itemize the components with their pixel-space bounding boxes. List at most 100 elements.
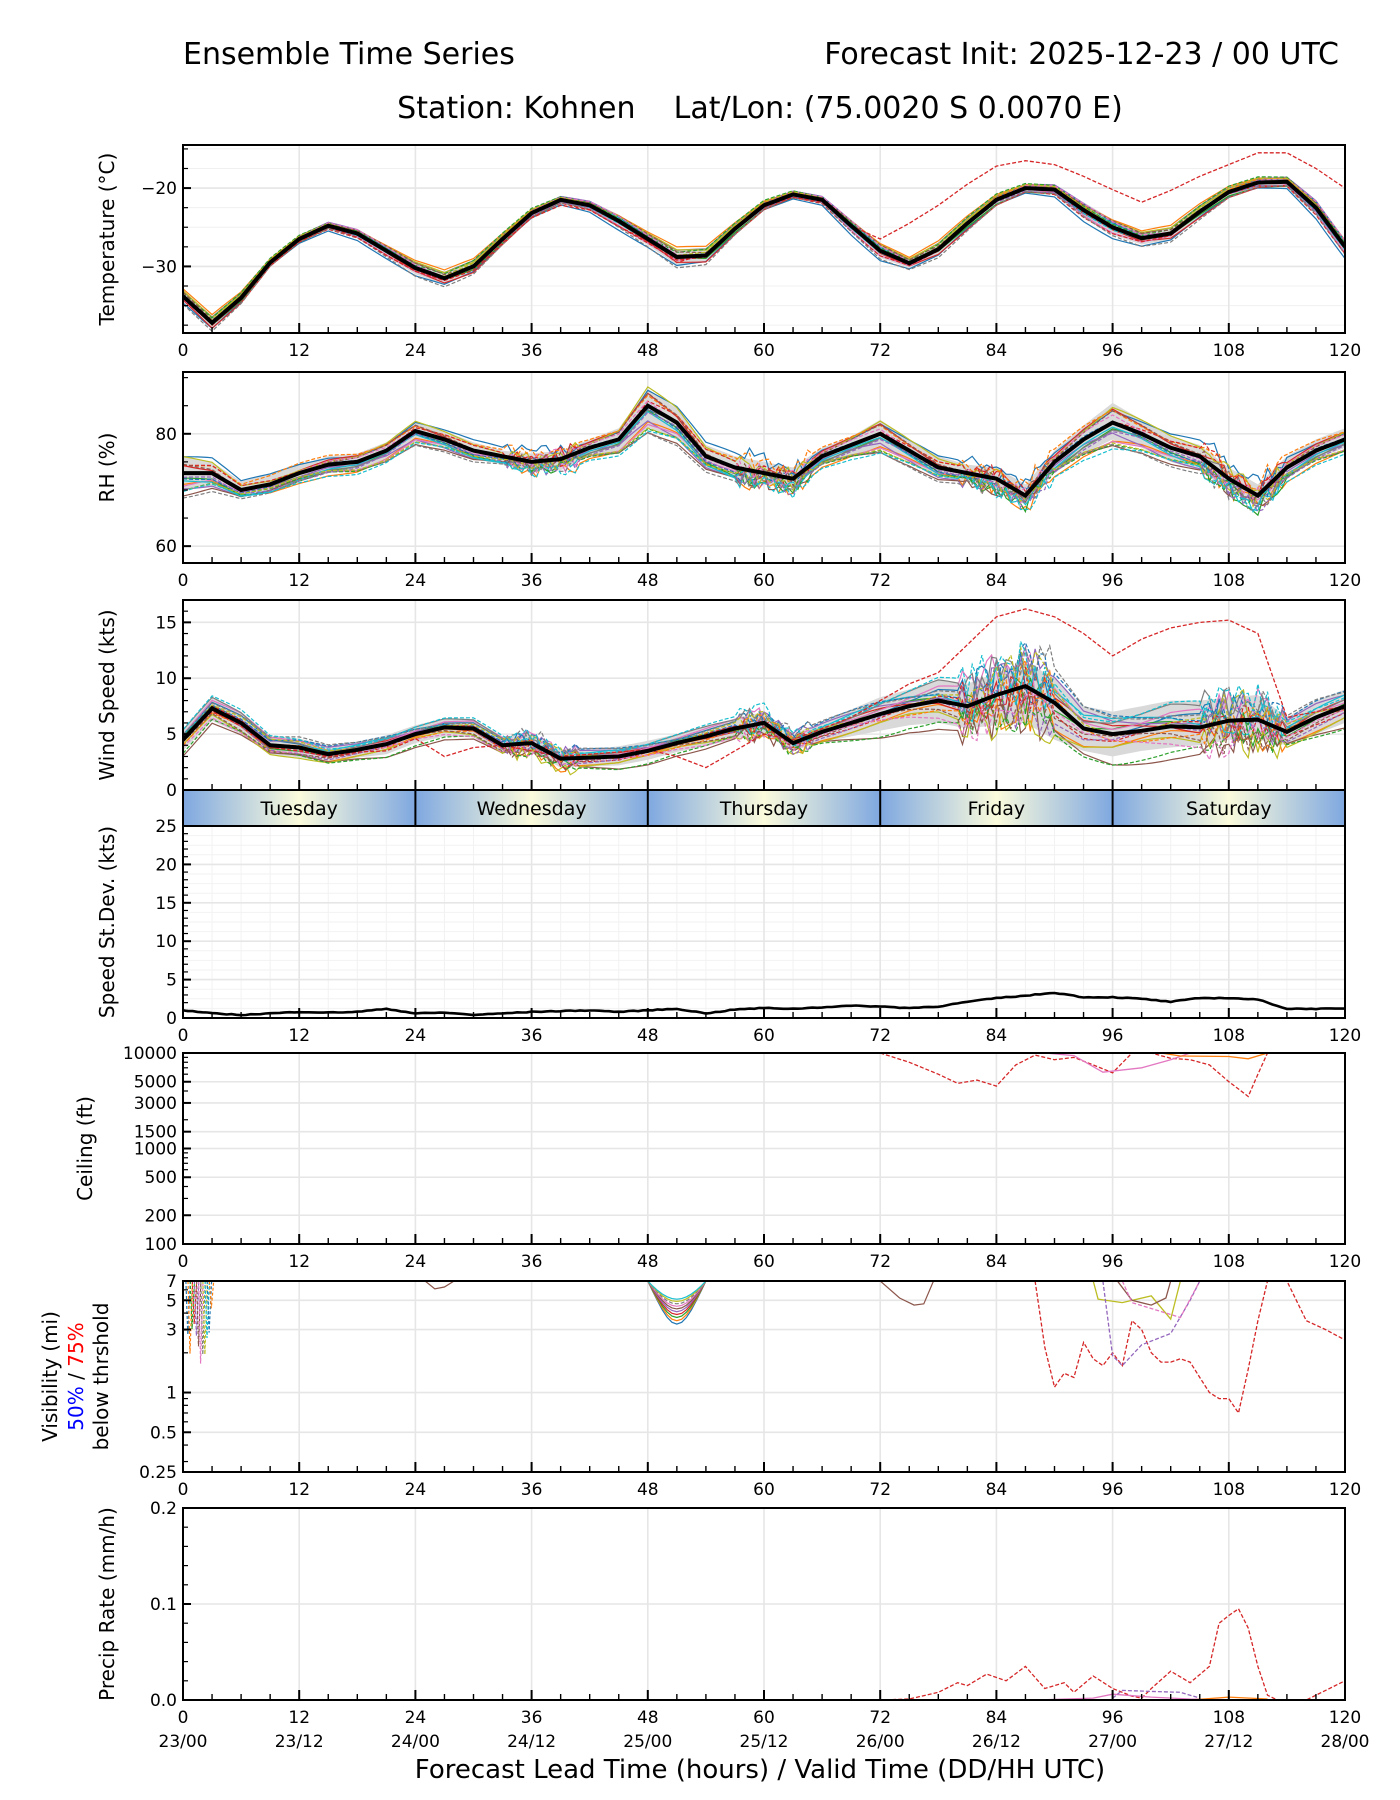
- day-cell-thursday: [647, 790, 881, 826]
- y-axis-label: RH (%): [95, 433, 119, 503]
- y-tick-label: 3000: [134, 1094, 177, 1114]
- ensemble-mean-line: [183, 683, 1345, 761]
- ensemble-member-line: [647, 1281, 707, 1305]
- y-tick-label: 15: [155, 894, 177, 914]
- panel-speed_stdev: 0 5 10 15 20 25 0 12 24 36 48 60 72 84 96 108 120 Speed S…: [95, 817, 1361, 1046]
- ensemble-member-line: [647, 1281, 707, 1319]
- x-tick-label: 84: [986, 1480, 1008, 1500]
- x-tick-label: 60: [753, 1480, 775, 1500]
- x-tick-label: 12: [288, 1708, 310, 1728]
- x-tick-label: 96: [1102, 1480, 1124, 1500]
- ensemble-member-line: [424, 1281, 455, 1290]
- figure-title-right: Forecast Init: 2025-12-23 / 00 UTC: [824, 37, 1339, 72]
- ensemble-mean-line: [183, 403, 1345, 499]
- x-tick-label: 84: [986, 571, 1008, 591]
- x-tick-label: 84: [986, 341, 1008, 361]
- day-cell-saturday: [1112, 790, 1345, 826]
- y-tick-label: 10: [155, 669, 177, 689]
- ensemble-member-line: [200, 1281, 206, 1355]
- x-tick-label: 120: [1329, 1708, 1361, 1728]
- y-tick-label: 1000: [134, 1140, 177, 1160]
- y-tick-label: 200: [145, 1206, 177, 1226]
- x-tick-label: 24: [405, 1252, 427, 1272]
- x-tick-label: 72: [869, 571, 891, 591]
- y-tick-label: 5000: [134, 1073, 177, 1093]
- plot-content: [183, 386, 1345, 517]
- y-tick-label: 80: [155, 425, 177, 445]
- y-axis-label: below thrshold: [89, 1303, 113, 1451]
- figure-subtitle: Station: Kohnen Lat/Lon: (75.0020 S 0.00…: [397, 91, 1123, 126]
- ensemble-member-line: [183, 643, 1345, 753]
- x-tick-label: 24: [405, 571, 427, 591]
- x-tick-label: 0: [178, 1708, 189, 1728]
- x-tick-label: 108: [1213, 1480, 1245, 1500]
- x-tick-label: 0: [178, 341, 189, 361]
- ensemble-member-line: [647, 1281, 707, 1303]
- y-tick-label: 0: [166, 781, 177, 801]
- x-tick-label: 48: [637, 571, 659, 591]
- x-tick-label: 48: [637, 1026, 659, 1046]
- x-tick-label: 12: [288, 1026, 310, 1046]
- y-axis-label: Wind Speed (kts): [95, 609, 119, 780]
- ensemble-member-line: [1121, 1281, 1201, 1319]
- x-tick-label: 72: [869, 1480, 891, 1500]
- x-tick-label: 60: [753, 1026, 775, 1046]
- ensemble-member-line: [647, 1281, 707, 1300]
- valid-time-label: 27/12: [1204, 1732, 1253, 1752]
- x-tick-label: 12: [288, 1480, 310, 1500]
- y-tick-label: 20: [155, 855, 177, 875]
- x-tick-label: 12: [288, 1252, 310, 1272]
- x-tick-label: 0: [178, 1480, 189, 1500]
- day-label: Friday: [968, 798, 1026, 820]
- x-tick-label: 12: [288, 341, 310, 361]
- day-cell-wednesday: [415, 790, 648, 826]
- panel-visibility: 75 3 1 0.5 0.250 12 24 36 48 60 72 84 96 108 120 Visibi…: [38, 1272, 1361, 1500]
- y-tick-label: 0.5: [150, 1423, 177, 1443]
- y-tick-label: 0.2: [150, 1499, 177, 1519]
- x-tick-label: 84: [986, 1252, 1008, 1272]
- x-tick-label: 60: [753, 341, 775, 361]
- day-label: Tuesday: [260, 798, 338, 820]
- x-tick-label: 60: [753, 1708, 775, 1728]
- y-tick-label: 5: [166, 1291, 177, 1311]
- x-tick-label: 120: [1329, 1252, 1361, 1272]
- ensemble-member-line: [647, 1281, 707, 1310]
- outlier-member-line: [1034, 1281, 1345, 1415]
- outlier-member-line: [880, 1053, 1269, 1098]
- x-tick-label: 120: [1329, 571, 1361, 591]
- x-tick-label: 36: [521, 341, 543, 361]
- x-tick-label: 24: [405, 1026, 427, 1046]
- y-axis-label-threshold: 50% / 75%: [64, 1322, 88, 1430]
- ensemble-member-line: [1112, 1689, 1200, 1699]
- y-tick-label: 1500: [134, 1123, 177, 1143]
- x-tick-label: 36: [521, 1026, 543, 1046]
- x-tick-label: 60: [753, 1252, 775, 1272]
- x-tick-label: 48: [637, 1252, 659, 1272]
- x-tick-label: 24: [405, 341, 427, 361]
- ensemble-member-line: [647, 1281, 707, 1307]
- valid-time-label: 24/12: [507, 1732, 556, 1752]
- valid-time-label: 26/12: [972, 1732, 1021, 1752]
- x-tick-label: 36: [521, 1480, 543, 1500]
- x-tick-label: 48: [637, 1480, 659, 1500]
- ensemble-mean-line: [183, 179, 1345, 326]
- valid-time-label: 26/00: [856, 1732, 905, 1752]
- y-axis-label: Visibility (mi): [38, 1311, 62, 1442]
- ensemble-member-line: [1092, 1281, 1182, 1321]
- ensemble-member-line: [1160, 1053, 1268, 1060]
- y-axis-label: Temperature (°C): [95, 153, 119, 327]
- y-tick-label: 0.25: [139, 1463, 177, 1483]
- plot-content: [185, 1281, 1345, 1415]
- y-tick-label: −30: [141, 257, 177, 277]
- valid-time-label: 23/00: [159, 1732, 208, 1752]
- ensemble-member-line: [183, 430, 1345, 512]
- plot-content: [880, 1053, 1269, 1098]
- panels: −20−300 12 24 36 48 60 72 84 96 108 120Temperature…: [38, 144, 1370, 1752]
- ensemble-member-line: [183, 701, 1345, 771]
- x-tick-label: 24: [405, 1480, 427, 1500]
- ensemble-member-line: [647, 1281, 707, 1313]
- y-tick-label: 5: [166, 971, 177, 991]
- outlier-member-line: [183, 608, 1345, 769]
